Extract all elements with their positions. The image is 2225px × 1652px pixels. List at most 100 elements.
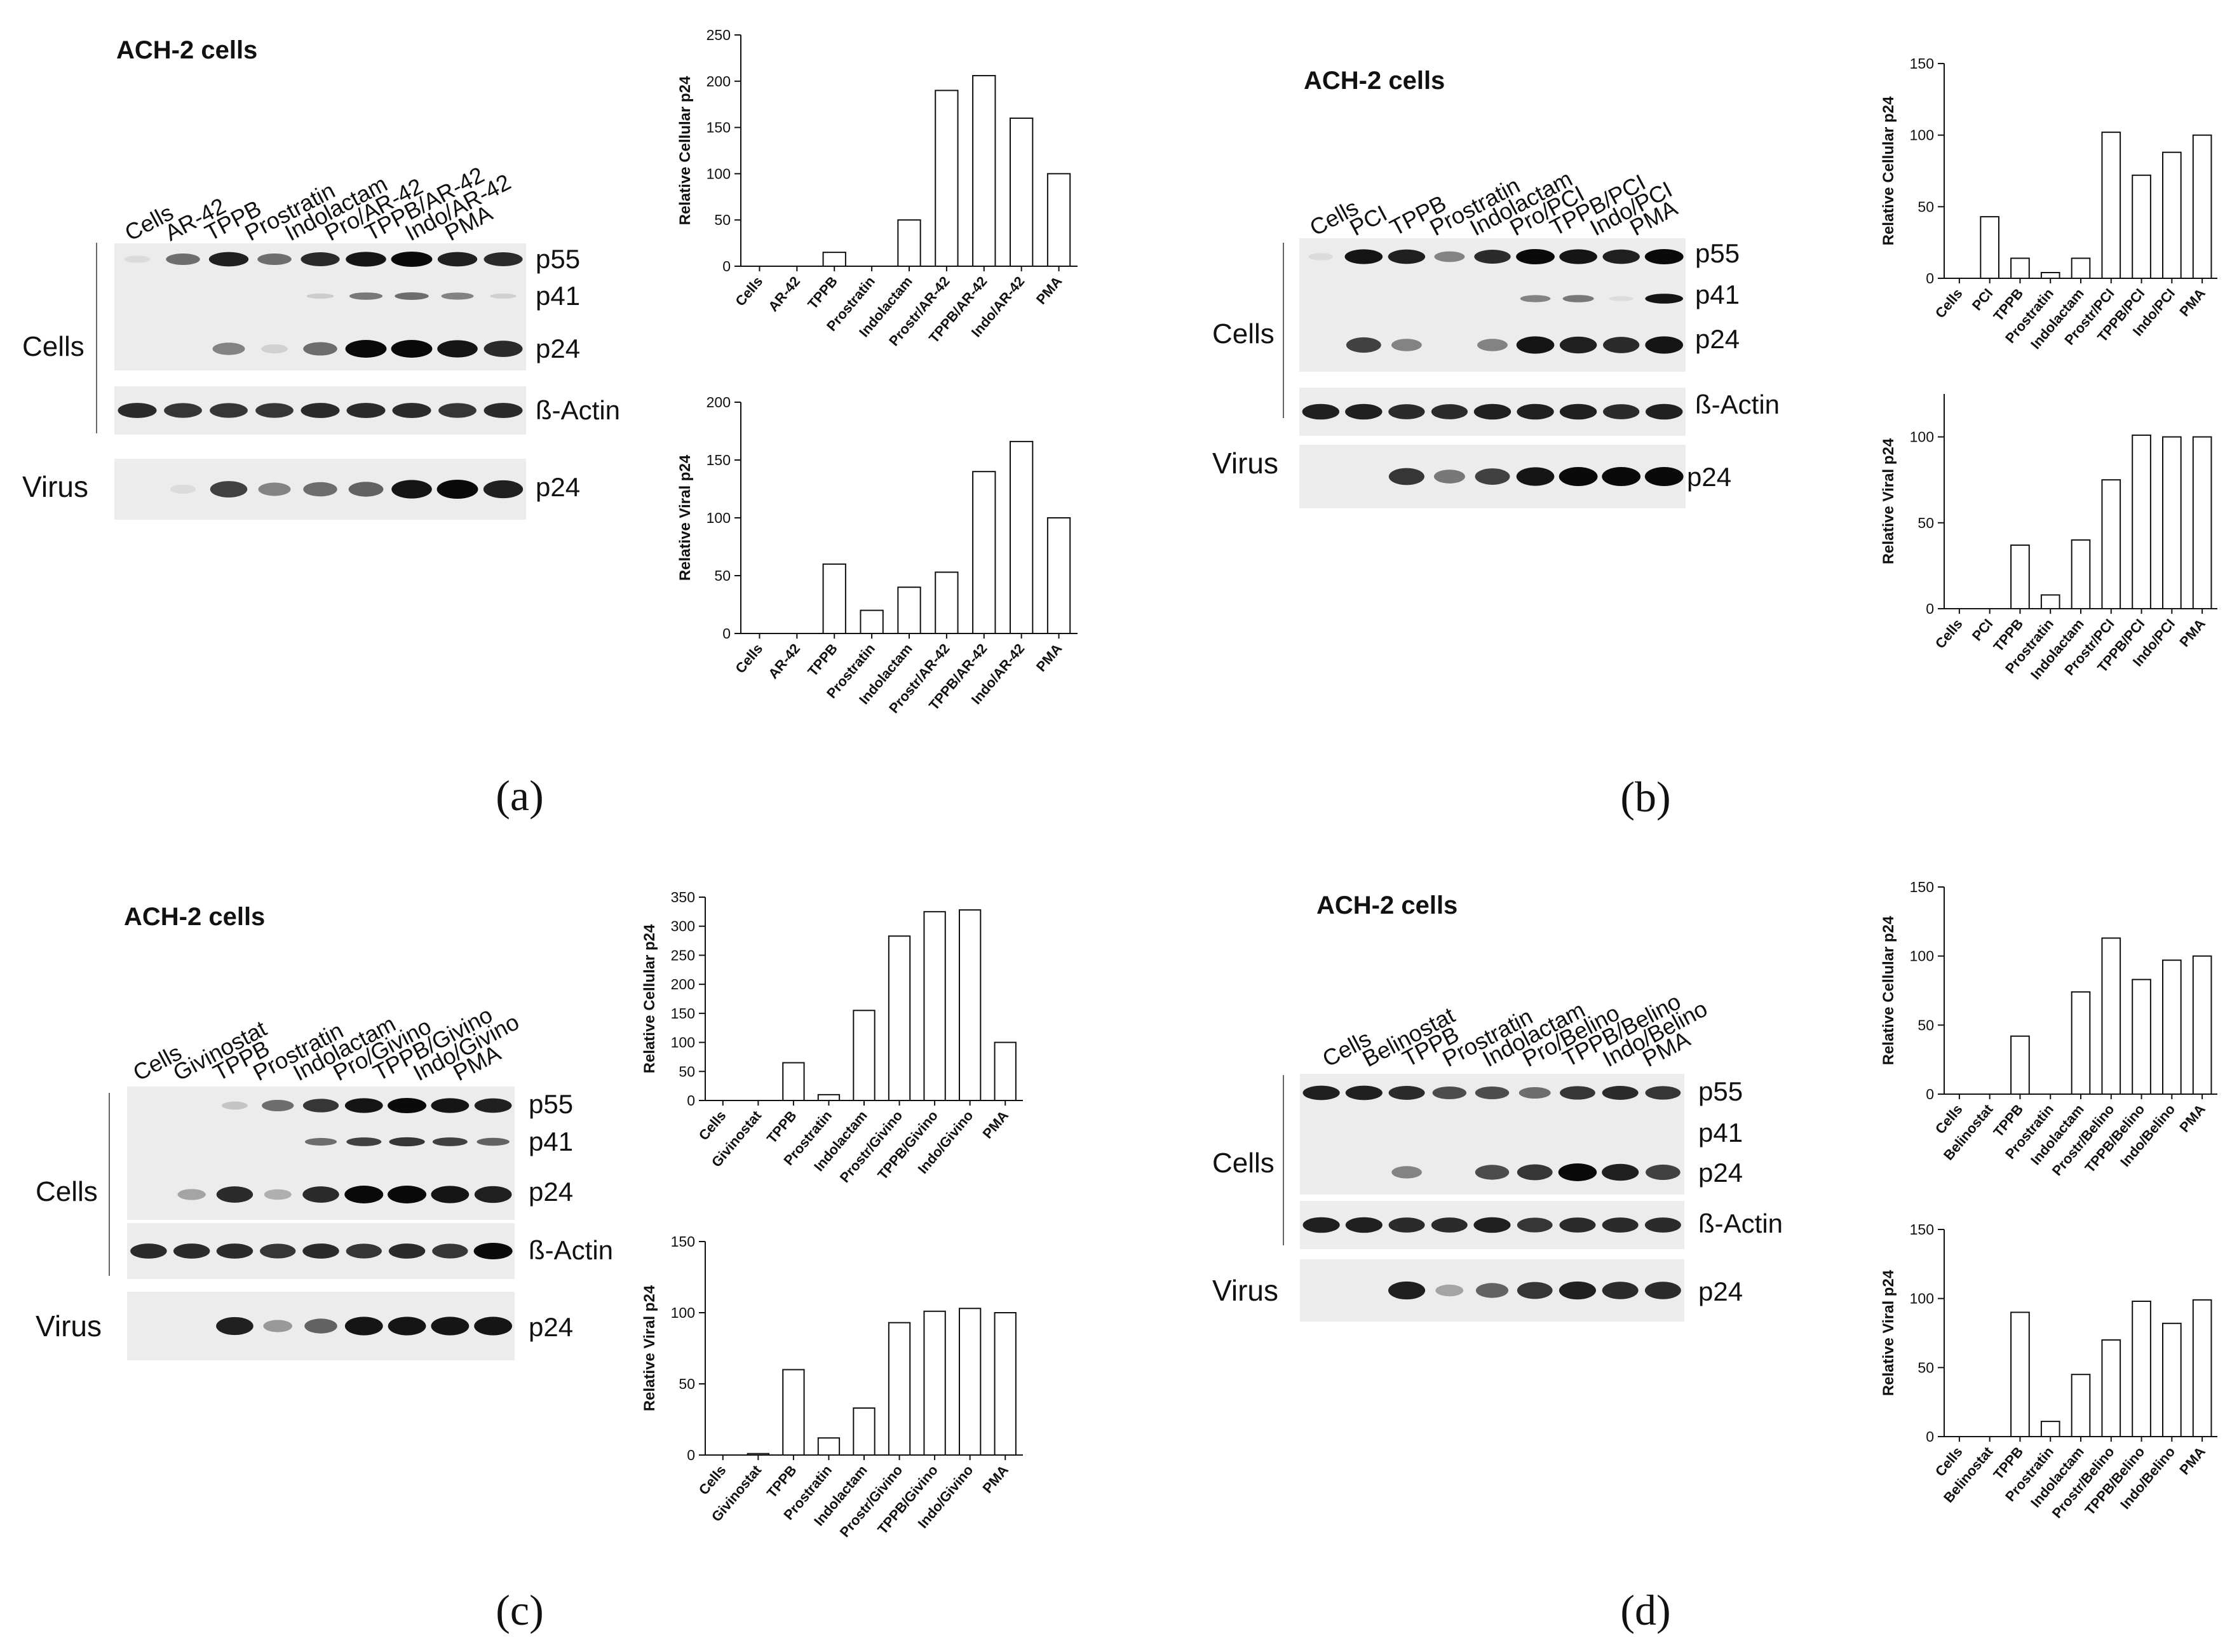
band-p41: [441, 292, 474, 300]
bar: [782, 1062, 805, 1101]
band-actin: [1559, 403, 1597, 420]
y-tick-label: 250: [707, 27, 731, 43]
bar: [2040, 271, 2060, 279]
y-tick-label: 0: [1926, 1086, 1934, 1102]
bar: [972, 75, 996, 267]
band-label-p24: p24: [1687, 462, 1731, 492]
y-tick-label: 150: [707, 452, 731, 468]
band-virus: [1435, 1284, 1464, 1297]
bar: [2192, 436, 2212, 609]
band-actin: [1431, 404, 1468, 419]
y-axis-label: Relative Cellular p24: [677, 76, 694, 225]
blot-title: ACH-2 cells: [1316, 891, 1457, 919]
panel-d: ACH-2 cellsCellsBelinostatTPPBProstratin…: [1212, 879, 2217, 1634]
band-virus: [436, 480, 478, 499]
band-virus: [1644, 1282, 1681, 1299]
band-p55: [1644, 249, 1684, 264]
band-p55: [208, 252, 249, 267]
y-tick-label: 200: [707, 73, 731, 90]
group-label-virus: Virus: [22, 470, 88, 503]
bar: [994, 1312, 1017, 1456]
bar: [2040, 594, 2060, 609]
y-tick-label: 100: [707, 165, 731, 182]
band-actin: [1517, 1217, 1553, 1233]
band-label-p55: p55: [1698, 1076, 1743, 1106]
band-p24: [1477, 339, 1508, 351]
band-p55: [1560, 1086, 1595, 1100]
band-p55: [1645, 1086, 1681, 1100]
band-actin: [1602, 1217, 1639, 1233]
band-p55: [124, 255, 151, 263]
panel-b: ACH-2 cellsCellsPCITPPBProstratinIndolac…: [1212, 55, 2217, 821]
band-label-p24: p24: [1698, 1276, 1743, 1306]
bar: [2132, 978, 2151, 1095]
band-virus: [170, 484, 196, 494]
bar: [935, 571, 959, 634]
band-actin: [255, 403, 294, 418]
bar: [897, 586, 921, 635]
band-p55: [1516, 249, 1555, 264]
bar: [2162, 436, 2182, 609]
band-actin: [260, 1243, 296, 1259]
band-actin: [1345, 1217, 1383, 1233]
band-p41: [1562, 295, 1594, 302]
bar: [860, 609, 884, 634]
group-label-cells: Cells: [22, 331, 85, 362]
band-p55: [1518, 1087, 1551, 1099]
band-p55: [1559, 249, 1597, 264]
bar: [2101, 132, 2121, 279]
bar: [994, 1041, 1017, 1101]
band-p41: [349, 292, 383, 300]
bar: [2192, 955, 2212, 1095]
x-tick-label: Cells: [696, 1462, 729, 1498]
bar-chart: 0 50 100 150 200 250 300 350 Relative Cellular p…: [641, 889, 1023, 1186]
bar: [923, 1310, 946, 1456]
bar: [2010, 544, 2030, 610]
band-p55: [1602, 1085, 1639, 1100]
band-label-actin: ß-Actin: [1698, 1209, 1783, 1238]
band-p55: [257, 253, 292, 266]
bar: [1046, 173, 1071, 267]
band-p55: [166, 253, 200, 266]
band-p55: [1308, 253, 1333, 261]
band-label-p41: p41: [529, 1127, 573, 1156]
band-p24: [1391, 339, 1422, 351]
y-tick-label: 250: [671, 947, 695, 963]
band-virus: [303, 482, 337, 497]
blot-title: ACH-2 cells: [1304, 67, 1445, 95]
band-virus: [1433, 470, 1465, 484]
x-tick-label: PMA: [2176, 616, 2208, 650]
band-label-p41: p41: [1695, 280, 1740, 309]
bar: [2162, 959, 2182, 1095]
bar: [923, 911, 946, 1102]
band-p24: [474, 1186, 512, 1203]
band-p24: [1559, 336, 1597, 354]
bar: [2162, 151, 2182, 279]
band-actin: [118, 403, 157, 418]
bar: [2132, 174, 2151, 280]
band-p24: [1516, 336, 1555, 354]
band-actin: [1302, 1217, 1340, 1233]
bar: [822, 563, 846, 634]
band-p55: [431, 1098, 470, 1113]
band-p55: [1344, 249, 1383, 264]
y-axis-label: Relative Cellular p24: [641, 924, 658, 1073]
band-p55: [346, 252, 386, 267]
bar: [2101, 937, 2121, 1095]
y-tick-label: 200: [671, 976, 695, 992]
band-p24: [388, 1186, 427, 1203]
band-p24: [1391, 1166, 1422, 1179]
y-axis-label: Relative Viral p24: [641, 1285, 658, 1411]
bar: [1010, 440, 1034, 634]
x-tick-label: TPPB: [804, 273, 841, 312]
x-tick-label: PCI: [1969, 616, 1996, 644]
x-tick-label: PMA: [1033, 273, 1065, 308]
band-label-actin: ß-Actin: [536, 395, 620, 425]
bar: [1980, 216, 1999, 279]
bar: [782, 1369, 805, 1456]
band-p24: [260, 344, 288, 354]
bar: [747, 1452, 769, 1456]
band-virus: [1559, 467, 1598, 486]
y-tick-label: 50: [1917, 1017, 1934, 1033]
